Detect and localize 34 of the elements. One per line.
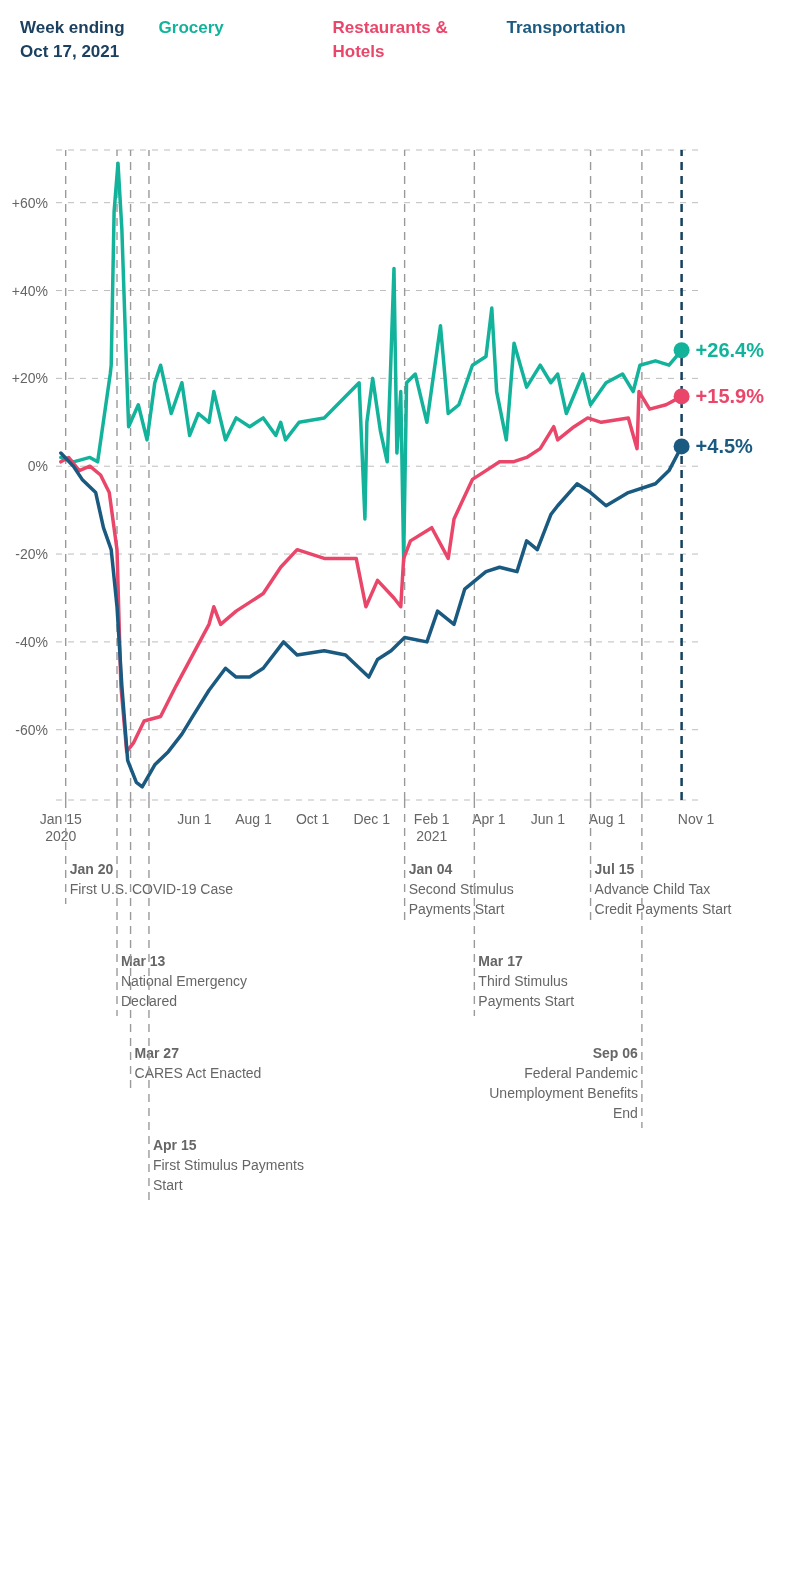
ref-line-label: Apr 15 First Stimulus Payments Start xyxy=(152,1137,304,1193)
x-tick-label: Oct 1 xyxy=(295,811,330,827)
point xyxy=(673,438,690,455)
y-tick-label: -60% xyxy=(15,721,48,738)
text: Grocery xyxy=(158,17,225,39)
y-tick-label: +20% xyxy=(11,370,48,387)
ref-line-label: Jul 15 Advance Child Tax Credit Payments Start xyxy=(594,861,732,917)
ref-line-label: Jan 20 First U.S. COVID-19 Case xyxy=(69,861,234,897)
ref-line-label: Sep 06 Federal Pandemic Unemployment Benefits End xyxy=(489,1045,639,1121)
x-tick-label: Nov 1 xyxy=(677,811,715,827)
ref-line-label: Mar 17 Third Stimulus Payments Start xyxy=(478,953,575,1009)
y-tick-label: -40% xyxy=(15,633,48,650)
y-tick-label: -20% xyxy=(15,546,48,563)
x-tick-label: Jan 15 2020 xyxy=(39,811,83,844)
y-tick-label: +60% xyxy=(11,194,48,211)
y-tick-label: +40% xyxy=(11,282,48,299)
text: Transportation xyxy=(506,17,627,39)
point xyxy=(673,342,690,359)
x-tick-label: Aug 1 xyxy=(235,811,273,827)
ref-line-label: Jan 04 Second Stimulus Payments Start xyxy=(408,861,514,917)
data-label: +26.4% xyxy=(695,339,765,362)
y-tick-label: 0% xyxy=(27,458,48,475)
ref-line-label: Mar 13 National Emergency Declared xyxy=(121,953,248,1009)
x-tick-label: Dec 1 xyxy=(353,811,391,827)
data-label: +15.9% xyxy=(695,385,765,408)
x-tick-label: Aug 1 xyxy=(588,811,626,827)
point xyxy=(673,388,690,405)
ref-line-label: Mar 27 CARES Act Enacted xyxy=(134,1045,262,1081)
x-tick-label: Feb 1 2021 xyxy=(413,811,450,844)
x-tick-label: Jun 1 xyxy=(530,811,566,827)
text: Restaurants & Hotels xyxy=(332,17,449,63)
text: Week ending Oct 17, 2021 xyxy=(20,17,125,63)
x-tick-label: Jun 1 xyxy=(177,811,212,827)
data-label: +4.5% xyxy=(695,435,754,458)
